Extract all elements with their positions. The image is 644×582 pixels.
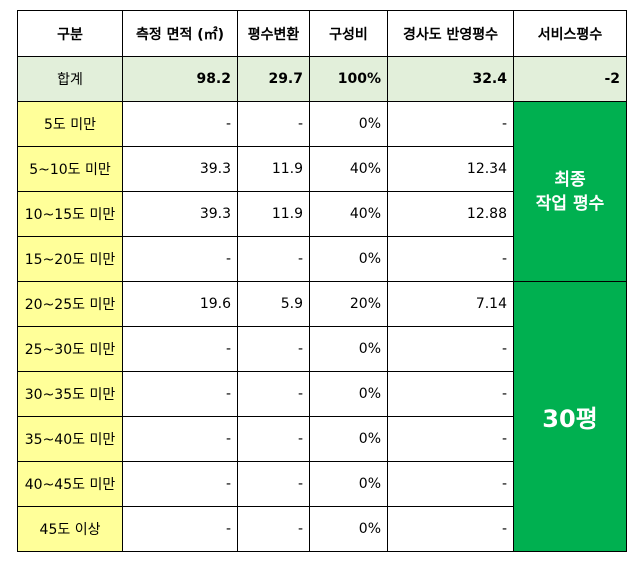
- table-row: 10~15도 미만 39.3 11.9 40% 12.88: [17, 191, 627, 237]
- header-row: 구분 측정 면적 (㎡) 평수변환 구성비 경사도 반영평수 서비스평수: [17, 10, 627, 57]
- row-category: 20~25도 미만: [17, 281, 123, 327]
- table-row: 20~25도 미만 19.6 5.9 20% 7.14 30평: [17, 281, 627, 552]
- total-area: 98.2: [122, 56, 238, 102]
- table-row: 25~30도 미만 - - 0% -: [17, 326, 627, 372]
- row-category: 10~15도 미만: [17, 191, 123, 237]
- row-slope-pyeong: -: [387, 236, 514, 282]
- row-area: -: [122, 506, 238, 552]
- row-slope-pyeong: -: [387, 371, 514, 417]
- total-label: 합계: [17, 56, 123, 102]
- row-pyeong: -: [237, 506, 310, 552]
- total-ratio: 100%: [309, 56, 388, 102]
- final-label-line1: 최종: [554, 169, 586, 190]
- final-label-line2: 작업 평수: [535, 193, 605, 214]
- row-slope-pyeong: -: [387, 506, 514, 552]
- final-work-pyeong-value: 30평: [513, 281, 627, 552]
- row-slope-pyeong: -: [387, 416, 514, 462]
- row-ratio: 40%: [309, 146, 388, 192]
- total-slope-pyeong: 32.4: [387, 56, 514, 102]
- row-pyeong: -: [237, 326, 310, 372]
- header-measured-area: 측정 면적 (㎡): [122, 10, 238, 57]
- row-category: 45도 이상: [17, 506, 123, 552]
- row-area: -: [122, 371, 238, 417]
- row-pyeong: -: [237, 101, 310, 147]
- row-category: 5~10도 미만: [17, 146, 123, 192]
- row-slope-pyeong: -: [387, 326, 514, 372]
- row-category: 25~30도 미만: [17, 326, 123, 372]
- row-slope-pyeong: 12.88: [387, 191, 514, 237]
- row-category: 15~20도 미만: [17, 236, 123, 282]
- table-row: 35~40도 미만 - - 0% -: [17, 416, 627, 462]
- header-slope-adjusted-pyeong: 경사도 반영평수: [387, 10, 514, 57]
- row-area: -: [122, 101, 238, 147]
- row-area: 39.3: [122, 146, 238, 192]
- table-row: 5~10도 미만 39.3 11.9 40% 12.34: [17, 146, 627, 192]
- row-ratio: 0%: [309, 461, 388, 507]
- row-slope-pyeong: 7.14: [387, 281, 514, 327]
- row-area: 39.3: [122, 191, 238, 237]
- row-category: 40~45도 미만: [17, 461, 123, 507]
- row-pyeong: 5.9: [237, 281, 310, 327]
- row-ratio: 20%: [309, 281, 388, 327]
- row-category: 5도 미만: [17, 101, 123, 147]
- row-ratio: 0%: [309, 236, 388, 282]
- row-ratio: 0%: [309, 416, 388, 462]
- row-category: 35~40도 미만: [17, 416, 123, 462]
- table-row: 40~45도 미만 - - 0% -: [17, 461, 627, 507]
- table-row: 15~20도 미만 - - 0% -: [17, 236, 627, 282]
- row-pyeong: -: [237, 461, 310, 507]
- row-area: -: [122, 326, 238, 372]
- row-pyeong: 11.9: [237, 191, 310, 237]
- total-row: 합계 98.2 29.7 100% 32.4 -2: [17, 56, 627, 102]
- row-area: -: [122, 461, 238, 507]
- row-ratio: 0%: [309, 101, 388, 147]
- header-service-pyeong: 서비스평수: [513, 10, 627, 57]
- row-category: 30~35도 미만: [17, 371, 123, 417]
- row-area: -: [122, 416, 238, 462]
- row-slope-pyeong: -: [387, 101, 514, 147]
- header-pyeong-conversion: 평수변환: [237, 10, 310, 57]
- row-ratio: 0%: [309, 326, 388, 372]
- row-slope-pyeong: 12.34: [387, 146, 514, 192]
- total-service-pyeong: -2: [513, 56, 627, 102]
- row-pyeong: -: [237, 371, 310, 417]
- total-pyeong: 29.7: [237, 56, 310, 102]
- row-pyeong: -: [237, 416, 310, 462]
- row-slope-pyeong: -: [387, 461, 514, 507]
- row-area: 19.6: [122, 281, 238, 327]
- row-ratio: 40%: [309, 191, 388, 237]
- row-pyeong: 11.9: [237, 146, 310, 192]
- row-ratio: 0%: [309, 371, 388, 417]
- row-pyeong: -: [237, 236, 310, 282]
- row-ratio: 0%: [309, 506, 388, 552]
- header-composition-ratio: 구성비: [309, 10, 388, 57]
- header-category: 구분: [17, 10, 123, 57]
- row-area: -: [122, 236, 238, 282]
- table-row: 45도 이상 - - 0% -: [17, 506, 627, 552]
- slope-area-table: 구분 측정 면적 (㎡) 평수변환 구성비 경사도 반영평수 서비스평수 합계 …: [17, 10, 627, 552]
